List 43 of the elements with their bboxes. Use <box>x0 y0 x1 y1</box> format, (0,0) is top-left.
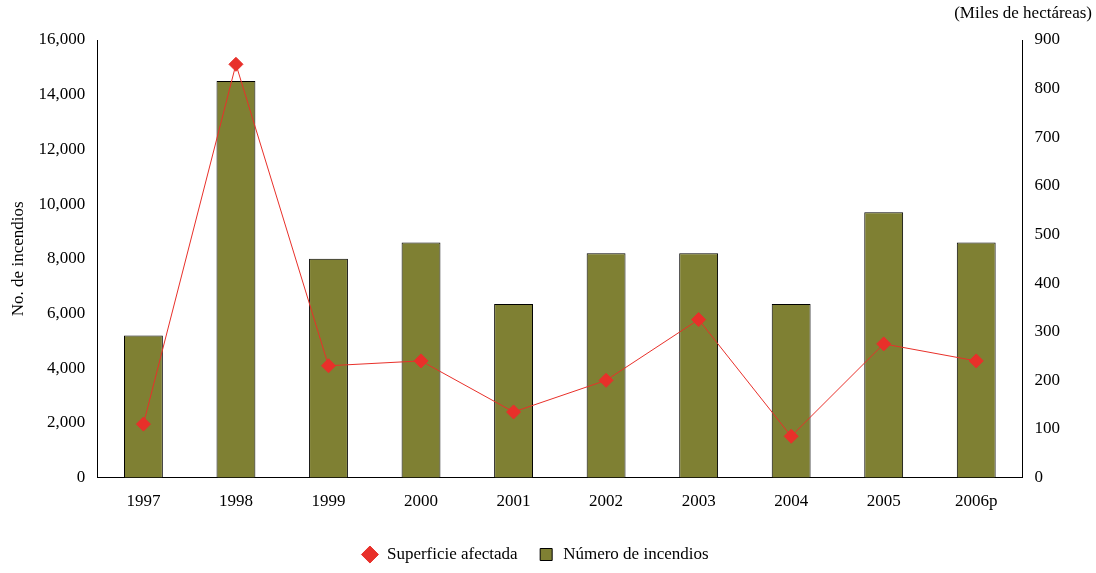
y2-tick-label: 200 <box>1034 369 1060 389</box>
y-axis-title: No. de incendios <box>7 201 27 317</box>
y2-axis-title: (Miles de hectáreas) <box>954 2 1092 22</box>
point <box>320 358 336 374</box>
y2-tick-label: 0 <box>1034 467 1043 487</box>
x-tick-label: 2004 <box>774 491 809 511</box>
y-tick-label: 8,000 <box>46 248 86 268</box>
y2-tick-label: 800 <box>1034 78 1060 98</box>
y-tick-label: 12,000 <box>38 138 86 158</box>
x-tick-label: 1997 <box>126 491 161 511</box>
y-tick-label: 6,000 <box>46 302 86 322</box>
y2-tick-label: 600 <box>1034 175 1060 195</box>
y2-tick-label: 700 <box>1034 126 1060 146</box>
point <box>413 353 429 369</box>
y2-tick-label: 900 <box>1034 29 1060 49</box>
y2-tick-label: 300 <box>1034 321 1060 341</box>
x-tick-label: 2003 <box>681 491 716 511</box>
x-tick-label: 2006p <box>954 491 998 511</box>
x-tick-label: 2000 <box>404 491 439 511</box>
point <box>783 428 799 444</box>
y-tick-label: 2,000 <box>46 412 86 432</box>
x-tick-label: 1998 <box>218 491 253 511</box>
y2-tick-label: 400 <box>1034 272 1060 292</box>
x-tick-label: 2005 <box>866 491 901 511</box>
legend-label: Número de incendios <box>563 543 709 563</box>
point <box>691 312 707 328</box>
y2-tick-label: 100 <box>1034 418 1060 438</box>
x-tick-label: 2001 <box>496 491 531 511</box>
point <box>968 353 984 369</box>
x-tick-label: 2002 <box>589 491 624 511</box>
y-tick-label: 10,000 <box>38 193 86 213</box>
y-tick-label: 14,000 <box>38 84 86 104</box>
x-tick-label: 1999 <box>311 491 346 511</box>
y-tick-label: 16,000 <box>38 29 86 49</box>
point <box>506 404 522 420</box>
legend-label: Superficie afectada <box>386 543 519 563</box>
point <box>228 56 244 72</box>
y-tick-label: 0 <box>76 467 86 487</box>
point <box>135 416 151 432</box>
y2-tick-label: 500 <box>1034 223 1060 243</box>
point <box>876 336 892 352</box>
point <box>598 372 614 388</box>
y-tick-label: 4,000 <box>46 357 86 377</box>
